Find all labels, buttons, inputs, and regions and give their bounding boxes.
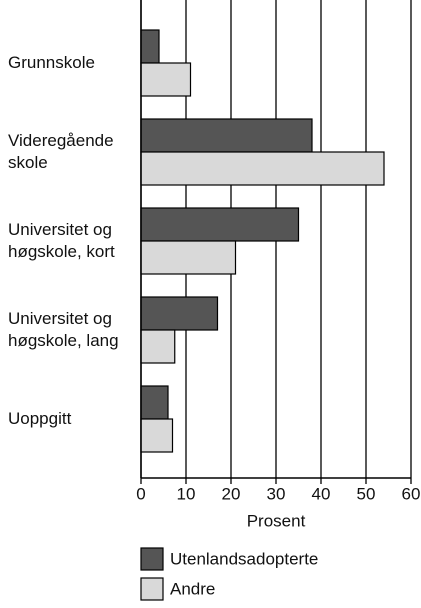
y-tick-label: Uoppgitt [8,409,72,428]
y-tick-label: Universitet og høgskole, lang [8,309,119,350]
bar [140,207,300,242]
bar [140,118,313,153]
x-tick-label: 10 [177,484,196,503]
x-axis-label: Prosent [247,511,306,530]
x-tick-label: 20 [222,484,241,503]
x-tick-label: 50 [357,484,376,503]
x-tick-label: 0 [136,484,145,503]
legend-swatch [140,577,164,601]
x-tick-label: 30 [267,484,286,503]
legend-swatch [140,547,164,571]
x-tick-label: 60 [402,484,421,503]
y-tick-label: Grunnskole [8,53,95,72]
legend-label: Utenlandsadopterte [170,549,318,568]
legend-label: Andre [170,579,215,598]
bar [140,29,160,64]
x-tick-label: 40 [312,484,331,503]
bar [140,418,174,453]
bar [140,329,176,364]
y-tick-label: Videregående skole [8,131,114,172]
bar [140,240,237,275]
bar [140,151,385,186]
y-tick-label: Universitet og høgskole, kort [8,220,115,261]
bar [140,385,169,420]
bar [140,296,219,331]
bar [140,62,192,97]
